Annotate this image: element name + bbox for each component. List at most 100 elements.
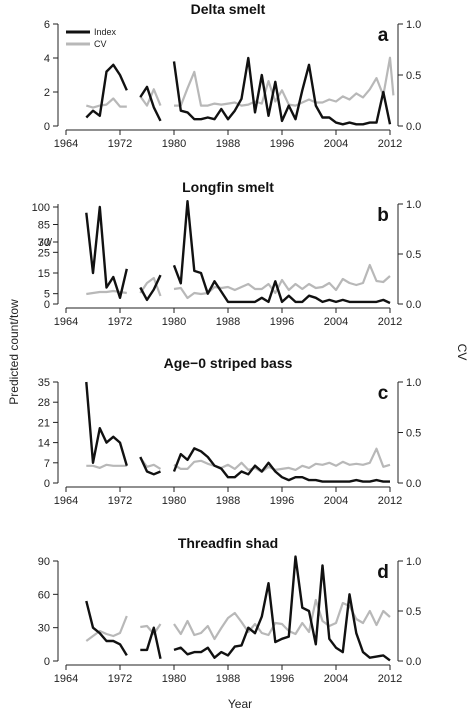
y-tick-label-left: 21 [38,417,50,429]
x-tick-label: 1988 [216,138,240,150]
y-tick-label-left: 30 [38,623,50,635]
x-tick-label: 1980 [162,673,186,685]
panel-title: Threadfin shad [178,535,278,551]
y-tick-label-left: 100 [32,202,50,214]
y-axis-left-label: Predicted count/tow [7,299,21,405]
panel-d: 1964 1972 1980 1988 1996 2004 2012 0 30 60 90 0.0 0.… [38,535,422,685]
y-tick-label-left: 6 [44,19,50,31]
panel-b: // 1964 1972 1980 1988 1996 2004 2012 05 15 253070… [32,179,422,328]
x-tick-label: 1964 [54,495,78,507]
y-tick-label-left: 14 [38,438,50,450]
x-tick-label: 1972 [108,138,132,150]
cv-series-line-segment-1 [86,463,127,469]
y-tick-label-left: 0 [44,299,50,311]
cv-series-line-segment-1 [86,289,127,296]
index-series-line-segment-2 [139,456,161,476]
x-tick-label: 2012 [378,495,402,507]
index-series-line-segment-1 [85,381,128,467]
y-tick-label-right: 0.0 [406,121,421,133]
cv-series-line-segment-2 [139,276,162,297]
x-tick-label: 2012 [378,673,402,685]
index-series-line-segment-1 [85,63,128,119]
cv-series-line-segment-3 [173,598,391,641]
panel-title: Age−0 striped bass [164,355,293,371]
x-tick-label: 1996 [270,316,294,328]
y-tick-label-right: 1.0 [406,556,421,568]
x-tick-label: 1988 [216,495,240,507]
y-tick-label-left: 0 [44,478,50,490]
panel-title: Delta smelt [191,1,266,17]
y-tick-label-right: 1.0 [406,199,421,211]
legend-index-label: Index [94,27,117,37]
index-series-line-segment-3 [172,199,391,305]
y-tick-label-left: 35 [38,377,50,389]
y-tick-label-right: 0.5 [406,606,421,618]
x-tick-label: 1980 [162,495,186,507]
y-tick-label-right: 0.5 [406,70,421,82]
x-tick-label: 1964 [54,138,78,150]
x-tick-label: 1972 [108,495,132,507]
x-tick-label: 2004 [324,316,348,328]
panel-c: 1964 1972 1980 1988 1996 2004 2012 0 7 14 21 28 35 0.… [38,355,422,507]
y-tick-label-right: 0.5 [406,428,421,440]
y-tick-label-left: 7 [44,458,50,470]
x-tick-label: 1964 [54,316,78,328]
y-tick-label-left: 25 [38,247,50,259]
index-series-line-segment-3 [173,555,391,662]
cv-series-line-segment-1 [85,615,128,642]
x-tick-label: 1988 [216,673,240,685]
y-tick-label-right: 1.0 [406,377,421,389]
y-tick-label-left: 60 [38,589,50,601]
panel-letter: b [377,205,389,226]
y-tick-label-left: 0 [44,121,50,133]
x-tick-label: 2012 [378,316,402,328]
y-tick-label-left: 85 [38,220,50,232]
legend: Index CV [66,27,117,49]
x-tick-label: 1996 [270,673,294,685]
cv-series-line-segment-1 [85,97,127,109]
y-tick-label-left: 90 [38,556,50,568]
index-series-line-segment-2 [139,85,162,122]
y-tick-label-right: 0.0 [406,656,421,668]
cv-series-line-segment-3 [173,447,391,473]
y-tick-label-right: 0.0 [406,478,421,490]
cv-series-line-segment-2 [140,623,162,636]
y-tick-label-left: 4 [44,53,50,65]
panel-letter: a [378,25,389,46]
index-series-line-segment-3 [172,56,392,126]
index-series-line-segment-3 [172,447,390,483]
panel-title: Longfin smelt [182,179,274,195]
x-tick-label: 2004 [324,673,348,685]
y-tick-label-right: 0.5 [406,249,421,261]
x-tick-label: 1972 [108,673,132,685]
panel-letter: c [378,383,389,404]
panel-letter: d [377,562,389,583]
x-tick-label: 2012 [378,138,402,150]
cv-series-line-segment-3 [174,56,395,107]
y-tick-label-left: 5 [44,289,50,301]
legend-cv-label: CV [94,39,107,49]
x-tick-label: 2004 [324,495,348,507]
x-tick-label: 1972 [108,316,132,328]
y-tick-label-left: 28 [38,397,50,409]
index-series-line-segment-1 [85,205,128,299]
x-tick-label: 2004 [324,138,348,150]
x-tick-label: 1988 [216,316,240,328]
x-tick-label: 1996 [270,495,294,507]
axis-break-mark: // [46,237,53,249]
y-tick-label-left: 0 [44,656,50,668]
x-tick-label: 1964 [54,673,78,685]
x-tick-label: 1980 [162,316,186,328]
index-series-line-segment-2 [139,274,162,302]
x-tick-label: 1996 [270,138,294,150]
y-tick-label-left: 2 [44,87,50,99]
index-series-line-segment-1 [85,600,128,657]
index-series-line-segment-2 [140,626,162,660]
panel-a: 1964 1972 1980 1988 1996 2004 2012 0 2 4 6 0.0 0.5 1.… [44,1,421,150]
y-tick-label-left: 70 [38,237,50,249]
y-tick-label-left: 15 [38,268,50,280]
y-tick-label-right: 0.0 [406,299,421,311]
y-axis-right-label: CV [455,344,469,361]
y-tick-label-left: 30 [38,237,50,249]
